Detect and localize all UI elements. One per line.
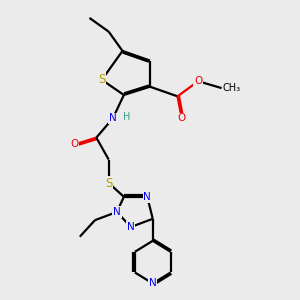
Text: N: N [127, 222, 135, 232]
Text: O: O [178, 113, 186, 123]
Text: N: N [143, 192, 151, 202]
Text: N: N [149, 278, 157, 289]
Text: N: N [109, 113, 117, 123]
Text: N: N [113, 207, 121, 217]
Text: O: O [70, 140, 79, 149]
Text: S: S [105, 176, 112, 190]
Text: O: O [194, 76, 202, 86]
Text: CH₃: CH₃ [223, 83, 241, 93]
Text: S: S [98, 73, 106, 86]
Text: H: H [123, 112, 131, 122]
